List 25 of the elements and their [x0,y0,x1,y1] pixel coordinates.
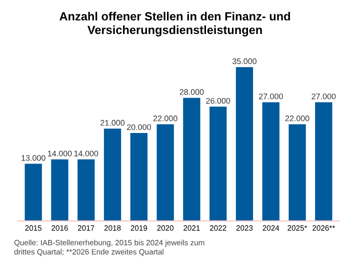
bar [288,124,306,221]
bar [210,106,227,221]
bar [315,102,332,221]
bar [24,164,42,221]
data-label: 35.000 [232,58,256,64]
data-label: 14.000 [74,150,98,156]
bar [236,67,254,221]
bar [78,159,95,221]
data-label: 20.000 [126,124,151,130]
bar [183,98,200,221]
data-label: 13.000 [22,155,46,161]
bar [104,128,122,221]
bar [130,133,148,221]
data-label: 27.000 [258,94,283,100]
data-label: 27.000 [312,94,336,100]
bar [262,102,280,221]
data-label: 14.000 [48,150,72,156]
bar [51,159,68,221]
bar [156,124,174,221]
chart-title: Anzahl offener Stellen in den Finanz- und Versicherungsdienstleistungen [60,12,290,36]
data-label: 22.000 [285,116,310,122]
data-label: 21.000 [100,120,125,126]
data-label: 26.000 [206,98,230,104]
data-label: 28.000 [180,89,204,95]
data-label: 22.000 [153,116,178,122]
